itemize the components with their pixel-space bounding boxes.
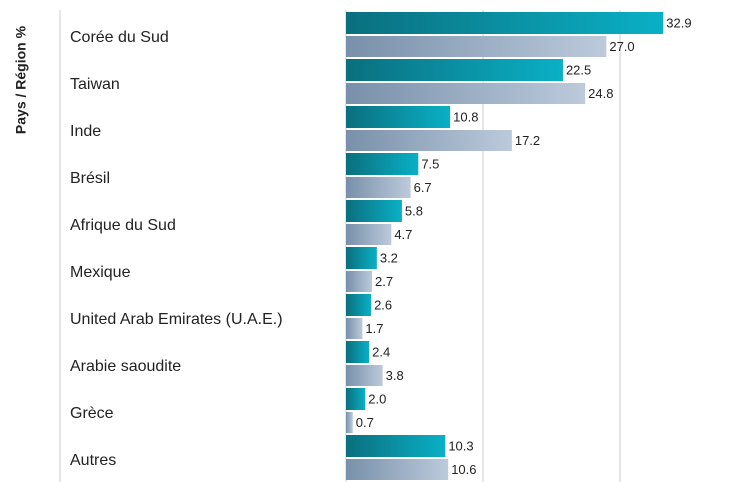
category-label: Autres: [70, 452, 116, 469]
bar: [346, 153, 419, 175]
category-label: Corée du Sud: [70, 29, 169, 46]
value-label: 7.5: [421, 156, 439, 171]
category-label: Afrique du Sud: [70, 217, 176, 234]
bar: [346, 412, 353, 433]
category-label: United Arab Emirates (U.A.E.): [70, 311, 283, 328]
category-label: Mexique: [70, 264, 131, 281]
bar: [346, 224, 392, 245]
value-label: 10.6: [451, 462, 476, 477]
value-label: 4.7: [394, 227, 412, 242]
value-label: 24.8: [588, 86, 613, 101]
bar: [346, 294, 372, 316]
bar: [346, 12, 664, 34]
bar: [346, 435, 446, 457]
y-axis-label: Pays / Région %: [13, 25, 29, 134]
bar: [346, 388, 366, 410]
bar: [346, 365, 383, 386]
bar: [346, 459, 449, 480]
category-label: Grèce: [70, 405, 114, 422]
value-label: 10.3: [448, 438, 473, 453]
bar: [346, 36, 607, 57]
bar: [346, 271, 373, 292]
value-label: 32.9: [666, 15, 691, 30]
value-label: 10.8: [453, 109, 478, 124]
value-label: 1.7: [365, 321, 383, 336]
value-label: 0.7: [356, 415, 374, 430]
value-label: 22.5: [566, 62, 591, 77]
bar: [346, 200, 402, 222]
category-label: Brésil: [70, 170, 110, 187]
value-label: 2.4: [372, 344, 390, 359]
category-label: Inde: [70, 123, 101, 140]
bar: [346, 59, 563, 81]
value-label: 2.0: [368, 391, 386, 406]
value-label: 2.6: [374, 297, 392, 312]
value-label: 3.2: [380, 250, 398, 265]
value-label: 5.8: [405, 203, 423, 218]
bar: [346, 247, 377, 269]
bar: [346, 83, 586, 104]
bar: [346, 341, 370, 363]
bar: [346, 130, 512, 151]
bar: [346, 106, 451, 128]
value-label: 27.0: [609, 39, 634, 54]
value-label: 17.2: [515, 133, 540, 148]
bar: [346, 318, 363, 339]
value-label: 3.8: [386, 368, 404, 383]
bar: [346, 177, 411, 198]
category-label: Arabie saoudite: [70, 358, 181, 375]
category-label: Taiwan: [70, 76, 120, 93]
value-label: 2.7: [375, 274, 393, 289]
value-label: 6.7: [414, 180, 432, 195]
